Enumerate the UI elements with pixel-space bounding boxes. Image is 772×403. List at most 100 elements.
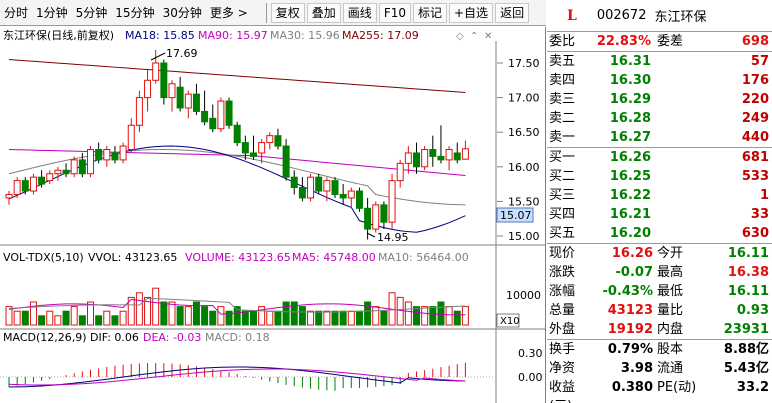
ask-level-row[interactable]: 卖一 16.27 440: [547, 128, 772, 147]
bid-level-row[interactable]: 买四 16.21 33: [547, 205, 772, 224]
current-price-value: 15.07: [500, 209, 532, 222]
candle-up: [127, 124, 135, 150]
bid-level-label: 买四: [549, 207, 576, 222]
candle-down: [437, 155, 445, 161]
stock-code: 002672: [596, 8, 647, 23]
diamond-icon[interactable]: ◇: [456, 31, 464, 42]
stat-label: 流通: [657, 361, 684, 376]
stat-value: 16.26: [611, 246, 653, 261]
f10-button[interactable]: F10: [378, 2, 411, 23]
volume-bar-down: [298, 306, 306, 326]
level-logo-icon: L: [567, 7, 577, 24]
candle-up: [13, 180, 21, 195]
period-1min[interactable]: 1分钟: [36, 5, 68, 20]
volume-bar-up: [144, 296, 152, 326]
ask-level-price: 16.31: [609, 54, 651, 69]
ma255-line: [8, 59, 466, 93]
macd-histogram: [8, 362, 466, 391]
stat-label: 换手: [549, 342, 576, 357]
candle-up: [46, 173, 54, 182]
bid-level-price: 16.21: [609, 207, 651, 222]
back-button[interactable]: 返回: [495, 2, 530, 23]
add-watchlist-button[interactable]: +自选: [449, 2, 494, 23]
volume-bar-up: [258, 306, 266, 326]
high-label: 17.69: [166, 47, 198, 60]
macd-tick-high: 0.30: [518, 347, 543, 360]
stat-row: 净资 3.98 流通 5.43亿: [547, 359, 772, 378]
draw-line-button[interactable]: 画线: [342, 2, 377, 23]
bid-level-row[interactable]: 买一 16.26 681: [547, 148, 772, 167]
period-15min[interactable]: 15分钟: [115, 5, 155, 20]
volume-bar-down: [38, 315, 46, 326]
current-price-tag: 15.07: [496, 207, 534, 223]
period-30min[interactable]: 30分钟: [162, 5, 202, 20]
volume-bar-down: [380, 310, 388, 326]
period-intraday[interactable]: 分时: [4, 5, 29, 20]
candle-down: [274, 135, 282, 147]
candle-down: [380, 204, 388, 223]
chevron-up-icon[interactable]: ⌃: [470, 31, 478, 42]
volume-bar-up: [54, 315, 62, 326]
macd-indicator-name: MACD(12,26,9): [3, 331, 87, 344]
candle-down: [364, 207, 372, 230]
ratio-label: 委比: [549, 34, 576, 49]
bid-level-price: 16.20: [609, 226, 651, 241]
volume-bar-down: [413, 306, 420, 326]
candle-up: [135, 97, 143, 126]
overlay-button[interactable]: 叠加: [306, 2, 341, 23]
ask-level-row[interactable]: 卖四 16.30 176: [547, 71, 772, 90]
candle-up: [103, 149, 111, 161]
stat-label: 股本: [657, 342, 684, 357]
mark-button[interactable]: 标记: [412, 2, 447, 23]
volume-bar-down: [209, 310, 217, 326]
stat-row: 收益(三) 0.380 PE(动) 33.2: [547, 378, 772, 403]
candle-up: [461, 148, 469, 160]
candle-down: [78, 159, 86, 175]
close-icon[interactable]: ✕: [484, 31, 492, 42]
volume-tick: 10000: [506, 289, 541, 302]
candle-down: [282, 145, 290, 178]
adjust-button[interactable]: 复权: [270, 2, 305, 23]
chevron-right-icon: >: [237, 5, 248, 20]
volume-bar-up: [5, 306, 13, 326]
price-pane: 东江环保(日线,前复权) MA18: 15.85 MA90: 15.97 MA3…: [0, 28, 546, 403]
ask-level-row[interactable]: 卖二 16.28 249: [547, 109, 772, 128]
candle-down: [111, 152, 119, 161]
chart-title: 东江环保(日线,前复权): [3, 28, 114, 42]
stat-row: 换手 0.79% 股本 8.88亿: [547, 340, 772, 359]
volume-bar-up: [266, 310, 274, 326]
candle-up: [152, 62, 160, 81]
bid-level-row[interactable]: 买三 16.22 1: [547, 186, 772, 205]
bid-level-label: 买二: [549, 169, 576, 184]
quote-stats: 现价 16.26 今开 16.11 涨跌 -0.07 最高 16.38 涨幅 -0.43% 最低 16…: [547, 244, 772, 340]
ask-level-row[interactable]: 卖三 16.29 220: [547, 90, 772, 109]
vol-indicator-name: VOL-TDX(5,10): [3, 251, 84, 264]
dif-label: DIF: 0.06: [90, 331, 139, 344]
bid-level-row[interactable]: 买二 16.25 533: [547, 167, 772, 186]
ask-level-row[interactable]: 卖五 16.31 57: [547, 52, 772, 71]
price-tick-label: 15.50: [508, 195, 540, 208]
candle-down: [201, 110, 209, 123]
kline-chart[interactable]: 东江环保(日线,前复权) MA18: 15.85 MA90: 15.97 MA3…: [0, 27, 546, 403]
stat-value: -0.07: [615, 265, 653, 280]
stat-value: 3.98: [620, 361, 653, 376]
volume-bar-up: [445, 306, 453, 326]
stat-value: 19192: [607, 322, 653, 337]
volume-ma10-line: [8, 297, 466, 313]
bid-level-row[interactable]: 买五 16.20 630: [547, 224, 772, 243]
stat-label: 最低: [657, 284, 684, 299]
candle-down: [429, 149, 437, 157]
period-5min[interactable]: 5分钟: [75, 5, 108, 20]
bid-level-volume: 1: [759, 188, 769, 203]
ask-level-volume: 57: [750, 54, 769, 69]
volume-bar-down: [339, 310, 347, 326]
volume-bar-up: [372, 306, 380, 326]
period-more[interactable]: 更多 >: [206, 0, 252, 26]
price-tick-label: 17.50: [508, 57, 540, 70]
low-label: 14.95: [377, 231, 409, 244]
kline-chart-canvas[interactable]: 东江环保(日线,前复权) MA18: 15.85 MA90: 15.97 MA3…: [0, 27, 546, 403]
volume-bar-up: [70, 306, 78, 326]
stat-label: 涨跌: [549, 265, 576, 280]
ask-level-volume: 176: [741, 73, 769, 88]
ask-level-volume: 440: [741, 130, 769, 145]
